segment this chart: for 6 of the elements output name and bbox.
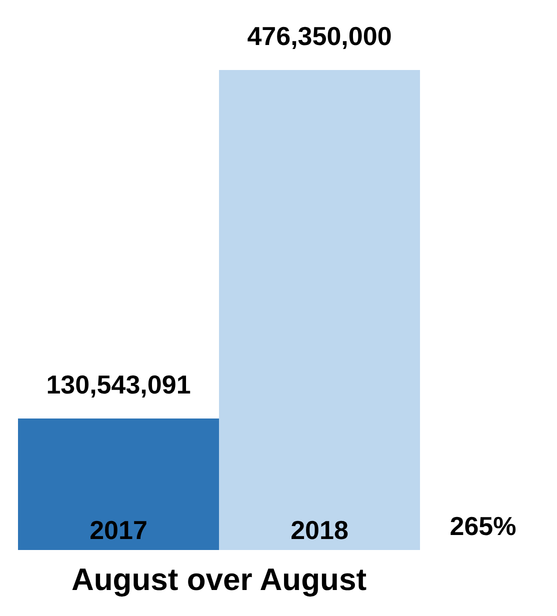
data-label: 130,543,091: [46, 369, 191, 400]
text: August over August: [71, 562, 367, 597]
text: 265%: [450, 511, 516, 541]
x-tick-label: 2017: [90, 515, 148, 545]
data-label: 476,350,000: [247, 21, 392, 51]
x-tick-label: 2018: [290, 515, 348, 545]
